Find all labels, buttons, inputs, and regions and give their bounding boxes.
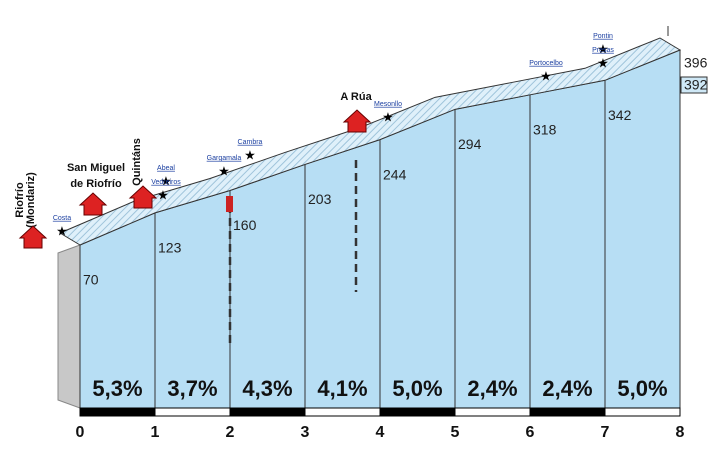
spot-label: Presas [592, 47, 614, 54]
gradient-bar [379, 407, 456, 417]
x-tick-label: 2 [226, 424, 235, 441]
gradient-bar [454, 407, 531, 417]
gradient-label: 2,4% [542, 376, 592, 401]
altitude-label: 244 [383, 166, 407, 182]
spot-star: ★ [56, 223, 68, 238]
spot-label: Gargamala [207, 155, 242, 162]
altitude-label: 203 [308, 191, 332, 207]
spot-star: ★ [540, 68, 552, 83]
town-label: Quintáns [131, 138, 143, 186]
spot-label: Pontin [593, 33, 613, 40]
spot-star: ★ [382, 109, 394, 124]
x-tick-label: 1 [151, 424, 160, 441]
altitude-label: 342 [608, 107, 632, 123]
town-label: San Miguel [67, 162, 125, 174]
gradient-label: 5,0% [392, 376, 442, 401]
spot-label: Mesonllo [374, 101, 402, 108]
altitude-label: 70 [83, 272, 99, 288]
gradient-label: 2,4% [467, 376, 517, 401]
gradient-label: 4,3% [242, 376, 292, 401]
gradient-bar [79, 407, 156, 417]
altitude-label: 160 [233, 217, 257, 233]
x-tick-label: 8 [676, 424, 685, 441]
spot-star: ★ [160, 173, 172, 188]
altitude-label: 318 [533, 122, 557, 138]
house-icon [78, 192, 108, 216]
town-label: (Mondariz) [25, 172, 37, 228]
house-icon [342, 109, 372, 133]
gradient-label: 5,0% [617, 376, 667, 401]
town-label: A Rúa [340, 91, 372, 103]
gradient-label: 5,3% [92, 376, 142, 401]
gradient-bar [529, 407, 606, 417]
marker [226, 196, 233, 212]
spot-star: ★ [218, 163, 230, 178]
spot-label: Abeal [157, 165, 175, 172]
altitude-label: 392 [684, 77, 708, 93]
gradient-label: 3,7% [167, 376, 217, 401]
gradient-bar [304, 407, 381, 417]
x-tick-label: 3 [301, 424, 310, 441]
x-tick-label: 0 [76, 424, 85, 441]
house-icon [128, 185, 158, 209]
altitude-box [680, 76, 708, 94]
gradient-bar [604, 407, 681, 417]
town-label: Riofrío [14, 182, 26, 218]
x-tick-label: 7 [601, 424, 610, 441]
gradient-bar [154, 407, 231, 417]
altitude-label: 123 [158, 240, 182, 256]
gradient-label: 4,1% [317, 376, 367, 401]
x-tick-label: 4 [376, 424, 385, 441]
house-icon [18, 225, 48, 249]
spot-star: ★ [597, 55, 609, 70]
spot-label: Portocelbo [529, 60, 563, 67]
town-label: de Riofrío [70, 178, 122, 190]
side-face [57, 244, 81, 409]
spot-label: Vedreiros [151, 179, 181, 186]
summit-label: 396 [684, 55, 708, 71]
spot-label: Costa [53, 215, 71, 222]
spot-star: ★ [157, 187, 169, 202]
x-tick-label: 6 [526, 424, 535, 441]
altitude-label: 294 [458, 136, 482, 152]
gradient-bar [229, 407, 306, 417]
spot-star: ★ [244, 147, 256, 162]
x-tick-label: 5 [451, 424, 460, 441]
spot-star: ★ [597, 41, 609, 56]
spot-label: Cambra [238, 139, 263, 146]
